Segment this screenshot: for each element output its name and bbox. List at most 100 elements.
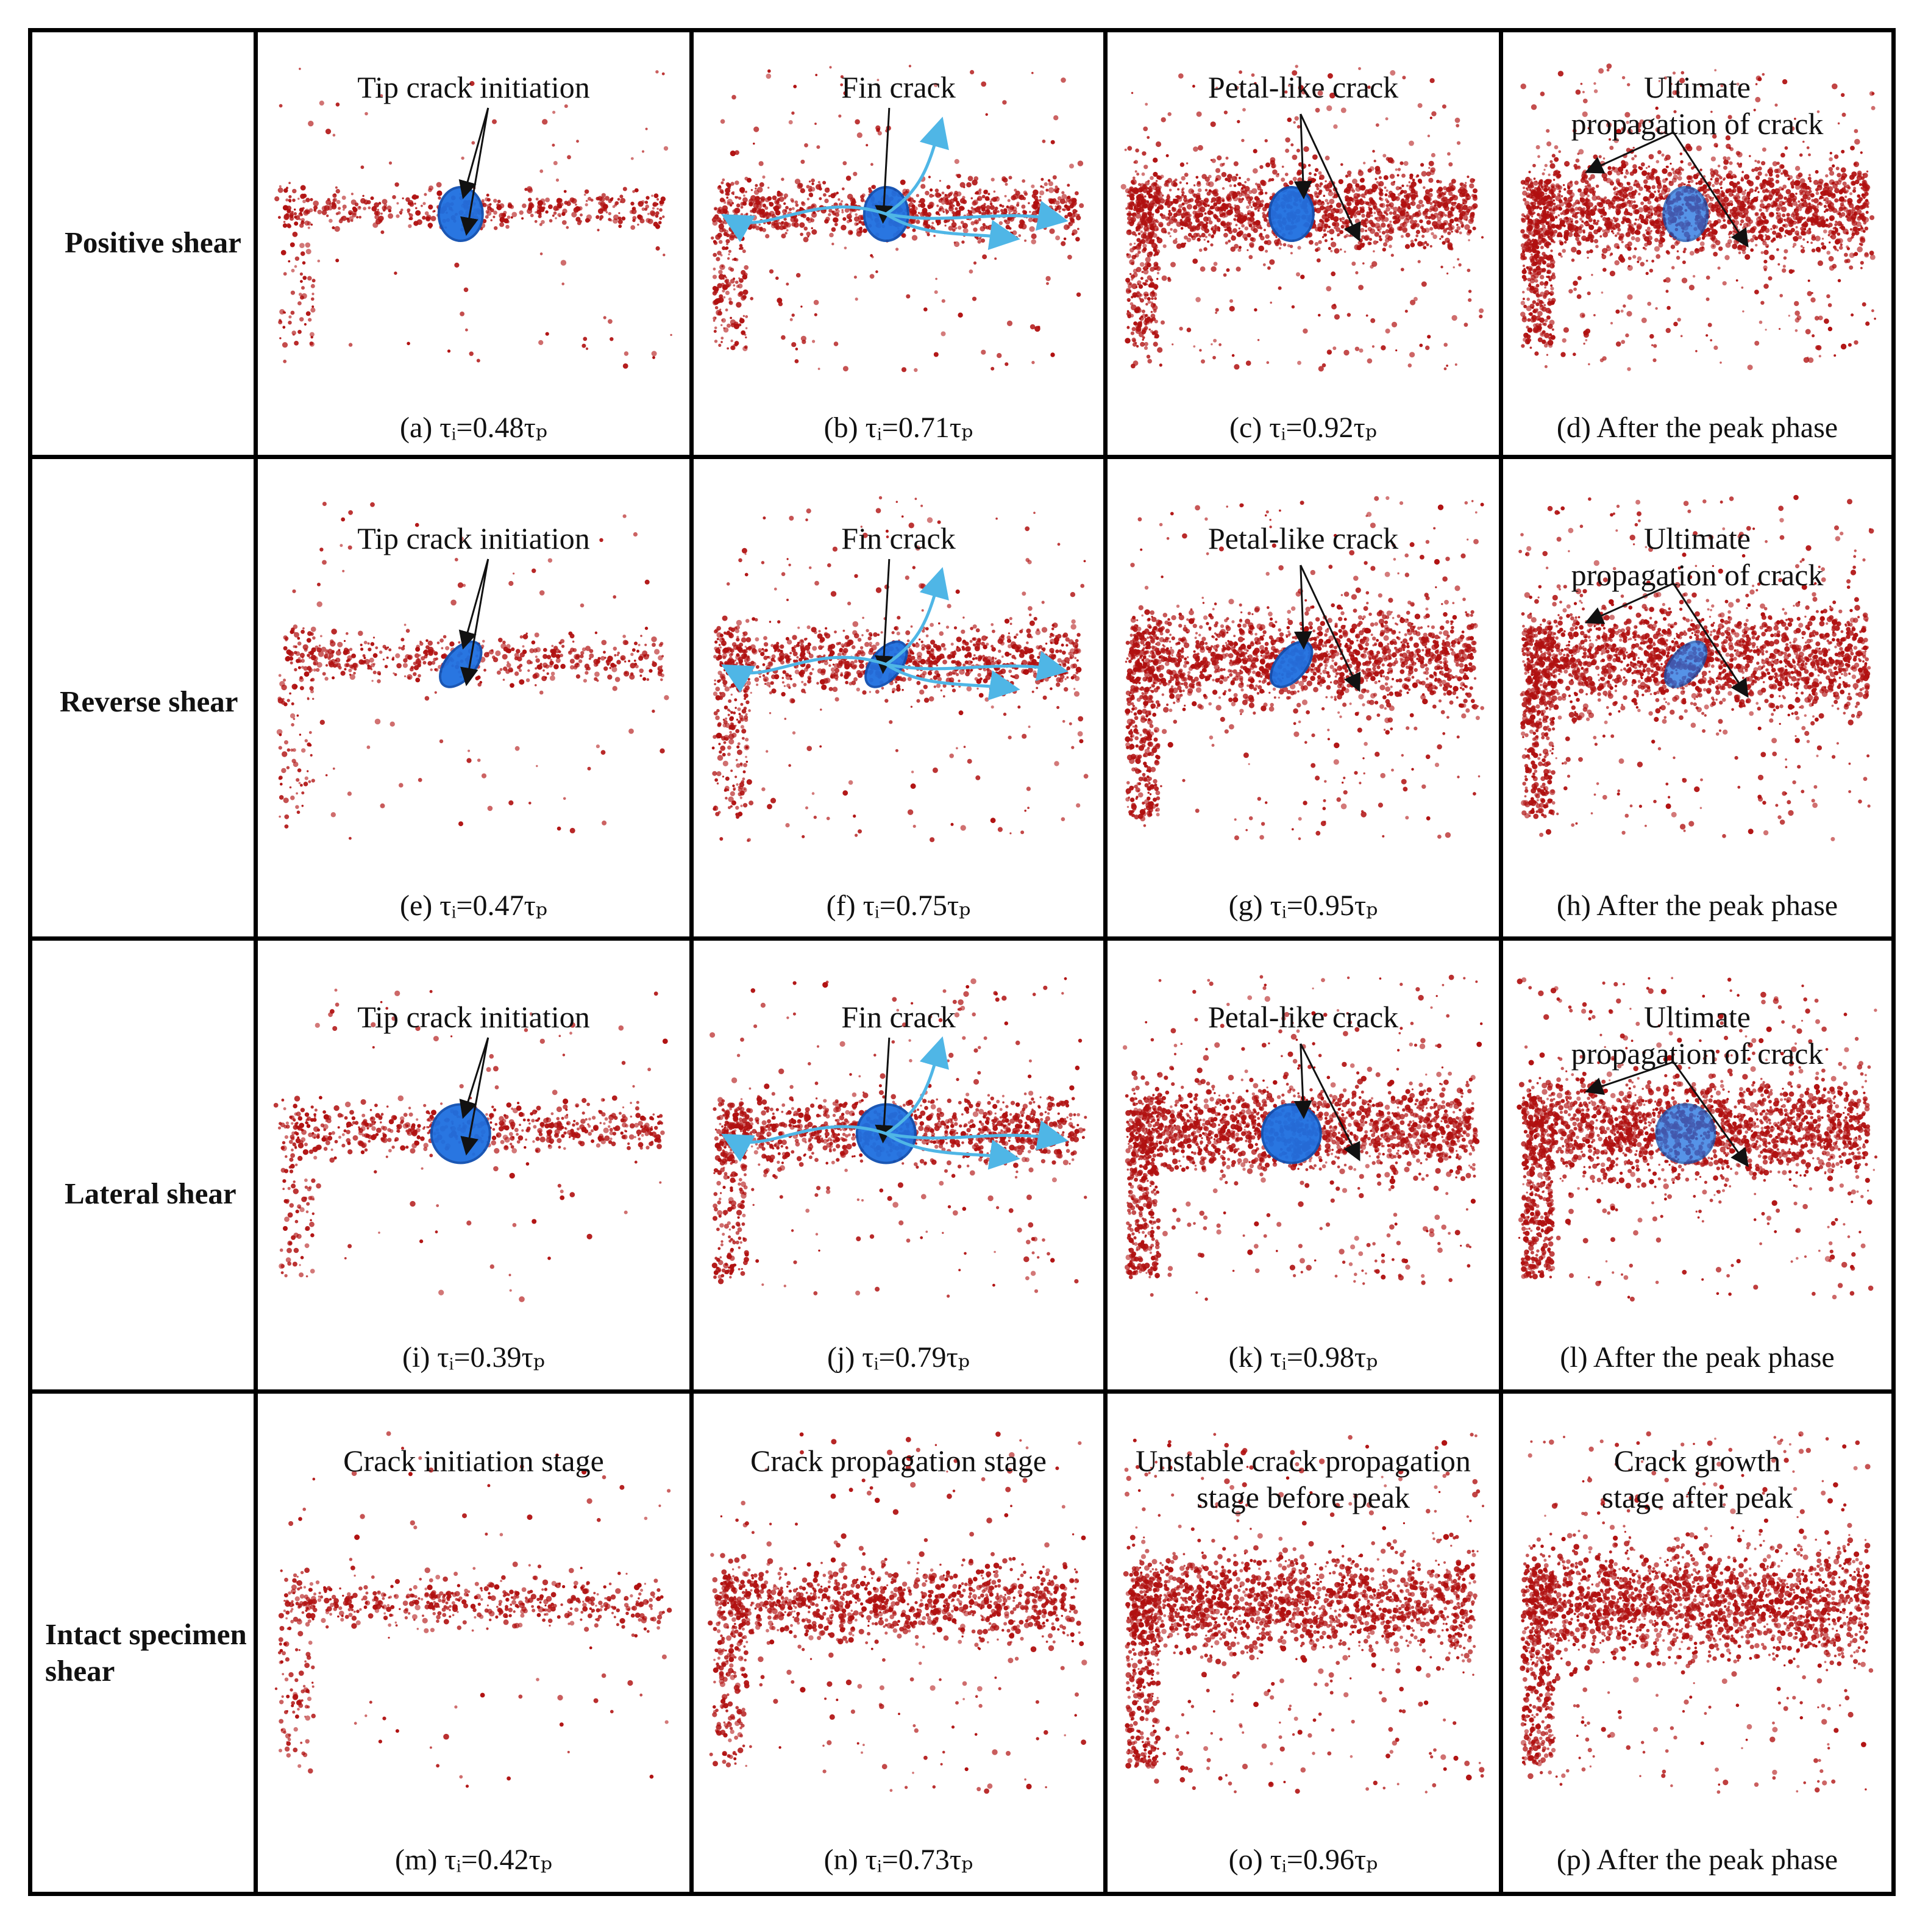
annotation-arrow <box>460 558 489 686</box>
annotation-arrow <box>458 558 489 650</box>
figure-grid: Positive shear Reverse shear Lateral she… <box>28 28 1896 1896</box>
crack-particles <box>708 1431 1087 1794</box>
panel: Crack propagation stage (n) τᵢ=0.73τₚ <box>694 1394 1103 1892</box>
particle-plot <box>711 65 1084 372</box>
grid-line <box>1891 28 1896 1896</box>
crack-particles <box>276 502 669 840</box>
branch-crack-arrow <box>721 1125 887 1162</box>
grid-line <box>254 28 258 1896</box>
panel: Ultimate propagation of crack (l) After t… <box>1503 941 1891 1389</box>
particle-plot <box>708 1431 1087 1794</box>
row-label-positive-shear: Positive shear <box>65 224 308 261</box>
panel-title: Tip crack initiation <box>258 69 689 105</box>
particle-plot <box>1520 63 1876 371</box>
panel-caption: (c) τᵢ=0.92τₚ <box>1108 411 1499 445</box>
panel-title: Petal-like crack <box>1108 520 1499 557</box>
panel-title: Tip crack initiation <box>258 520 689 557</box>
joint-flaw <box>1268 185 1315 242</box>
annotation-arrow <box>460 1037 489 1156</box>
panel-caption: (i) τᵢ=0.39τₚ <box>258 1341 689 1375</box>
panel-caption: (m) τᵢ=0.42τₚ <box>258 1843 689 1877</box>
grid-line <box>1499 28 1503 1896</box>
grid-line <box>689 28 694 1896</box>
panel: Ultimate propagation of crack (d) After t… <box>1503 32 1891 455</box>
panel-caption: (b) τᵢ=0.71τₚ <box>694 411 1103 445</box>
annotation-arrow <box>1673 132 1749 248</box>
panel-caption: (e) τᵢ=0.47τₚ <box>258 889 689 923</box>
panel-caption: (l) After the peak phase <box>1503 1341 1891 1375</box>
panel-title: Crack growth stage after peak <box>1503 1442 1891 1516</box>
panel: Fin crack (j) τᵢ=0.79τₚ <box>694 941 1103 1389</box>
crack-particles <box>274 68 672 369</box>
row-label-reverse-shear: Reverse shear <box>60 683 304 720</box>
panel: Fin crack (b) τᵢ=0.71τₚ <box>694 32 1103 455</box>
panel-title: Crack propagation stage <box>694 1442 1103 1479</box>
panel: Fin crack (f) τᵢ=0.75τₚ <box>694 459 1103 936</box>
panel-caption: (k) τᵢ=0.98τₚ <box>1108 1341 1499 1375</box>
panel: Tip crack initiation (a) τᵢ=0.48τₚ <box>258 32 689 455</box>
panel: Crack growth stage after peak (p) After t… <box>1503 1394 1891 1892</box>
panel-caption: (j) τᵢ=0.79τₚ <box>694 1341 1103 1375</box>
annotation-arrow <box>1300 565 1361 693</box>
annotation-arrow <box>1293 113 1312 199</box>
crack-particles <box>711 496 1089 843</box>
panel-title: Unstable crack propagation stage before … <box>1108 1442 1499 1516</box>
annotation-arrow <box>1300 113 1361 242</box>
panel-title: Fin crack <box>694 520 1103 557</box>
panel-caption: (n) τᵢ=0.73τₚ <box>694 1843 1103 1877</box>
panel: Petal-like crack (g) τᵢ=0.95τₚ <box>1108 459 1499 936</box>
branch-crack-arrow <box>885 212 1020 251</box>
joint-flaw <box>1261 1103 1322 1164</box>
panel-title: Fin crack <box>694 69 1103 105</box>
panel-title: Ultimate propagation of crack <box>1503 520 1891 593</box>
particle-plot <box>1120 65 1484 372</box>
grid-line <box>28 1892 1896 1896</box>
branch-crack-arrow <box>721 205 887 243</box>
branch-crack-arrow <box>885 1132 1020 1170</box>
panel-caption: (f) τᵢ=0.75τₚ <box>694 889 1103 923</box>
joint-flaw <box>437 185 484 242</box>
crack-particles <box>1123 1433 1485 1794</box>
grid-line <box>1103 28 1108 1896</box>
panel: Petal-like crack (c) τᵢ=0.92τₚ <box>1108 32 1499 455</box>
crack-particles <box>1125 496 1484 841</box>
panel-caption: (o) τᵢ=0.96τₚ <box>1108 1843 1499 1877</box>
panel-title: Crack initiation stage <box>258 1442 689 1479</box>
annotation-arrow <box>1673 1061 1749 1167</box>
joint-flaw <box>430 1103 491 1164</box>
annotation-arrow <box>1293 565 1312 650</box>
particle-plot <box>1520 1431 1874 1794</box>
branch-crack-arrow <box>885 567 949 666</box>
particle-plot <box>274 1431 672 1788</box>
crack-particles <box>274 1431 672 1788</box>
panel: Tip crack initiation (e) τᵢ=0.47τₚ <box>258 459 689 936</box>
crack-particles <box>1520 63 1876 371</box>
panel-caption: (h) After the peak phase <box>1503 889 1891 923</box>
branch-crack-arrow <box>886 1120 1069 1150</box>
joint-flaw <box>1655 1103 1716 1164</box>
annotation-arrow <box>1673 583 1749 698</box>
annotation-arrow <box>1293 1043 1312 1119</box>
joint-flaw <box>1662 185 1709 242</box>
panel-caption: (a) τᵢ=0.48τₚ <box>258 411 689 445</box>
branch-crack-arrow <box>885 663 1020 700</box>
particle-plot <box>710 977 1087 1298</box>
annotation-arrow <box>875 1037 894 1144</box>
panel-caption: (d) After the peak phase <box>1503 411 1891 445</box>
particle-plot <box>274 68 672 369</box>
annotation-arrow <box>1584 582 1674 624</box>
annotation-arrow <box>1584 131 1674 174</box>
panel: Crack initiation stage (m) τᵢ=0.42τₚ <box>258 1394 689 1892</box>
grid-line <box>28 28 32 1896</box>
branch-crack-arrow <box>886 651 1069 682</box>
panel-title: Fin crack <box>694 999 1103 1035</box>
particle-plot <box>1125 496 1484 841</box>
annotation-arrow <box>460 107 489 236</box>
particle-plot <box>1517 977 1877 1302</box>
grid-line <box>28 28 1896 32</box>
panel: Tip crack initiation (i) τᵢ=0.39τₚ <box>258 941 689 1389</box>
panel-caption: (p) After the peak phase <box>1503 1843 1891 1877</box>
particle-plot <box>1518 494 1874 841</box>
annotation-arrow <box>458 107 489 199</box>
crack-particles <box>1520 1431 1874 1794</box>
